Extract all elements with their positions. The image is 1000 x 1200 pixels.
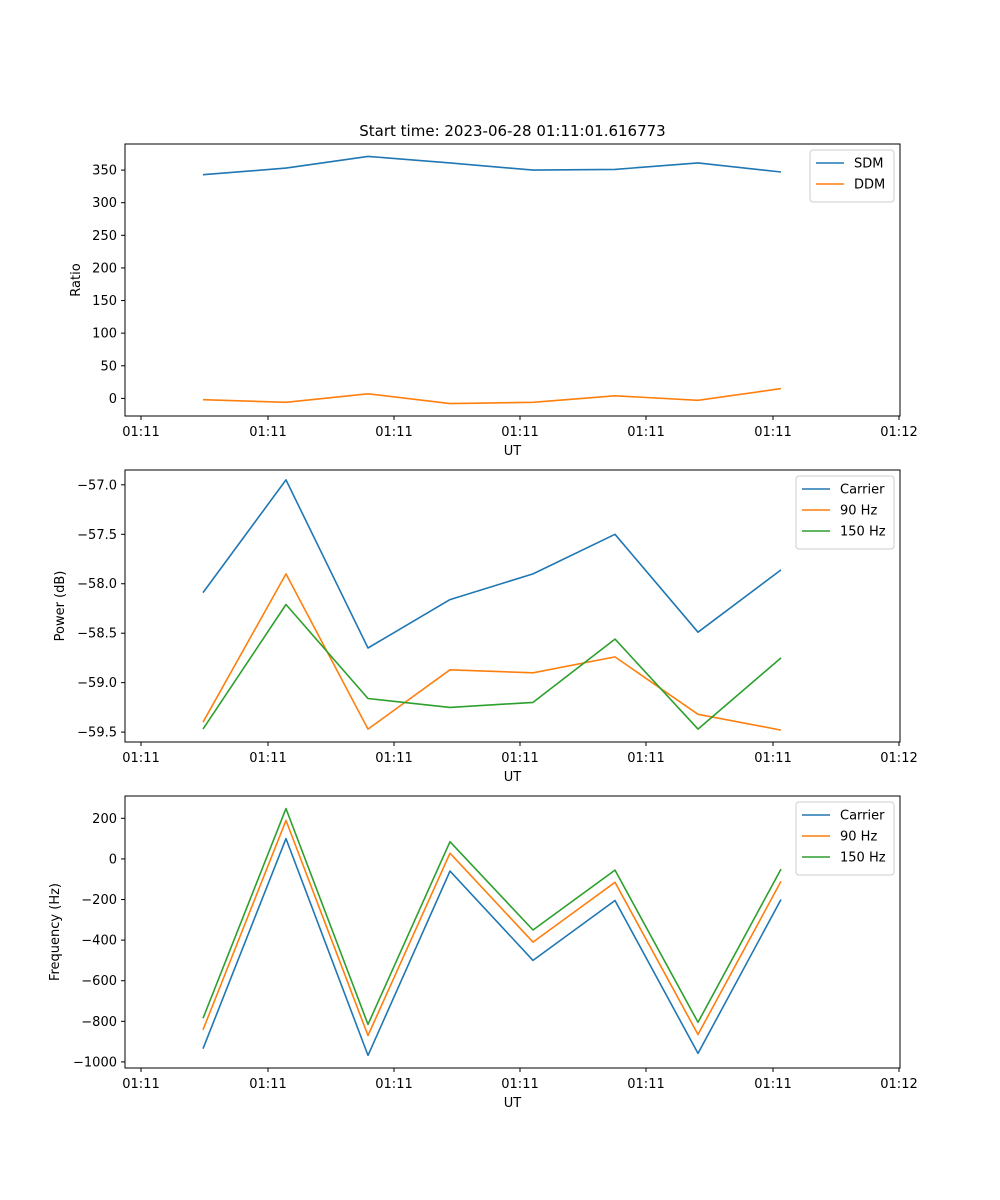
panel-2: 01:11 01:11 01:11 01:11 01:11 01:11 01:12 −59.5… <box>53 469 918 785</box>
series-line-90-hz <box>202 573 782 731</box>
legend: Carrier 90 Hz 150 Hz <box>795 475 895 550</box>
x-tick-label: 01:11 <box>754 751 791 766</box>
y-tick-label: −59.5 <box>77 726 117 741</box>
axes-frame <box>124 795 901 1069</box>
x-tick-label: 01:11 <box>375 425 412 440</box>
y-tick-label: 200 <box>92 812 117 827</box>
legend-entry-label: Carrier <box>840 483 885 498</box>
y-tick-label: −59.0 <box>77 676 117 691</box>
y-tick-label: 50 <box>100 359 117 374</box>
y-tick-label: −400 <box>81 934 117 949</box>
x-tick-label: 01:11 <box>249 425 286 440</box>
x-tick-label: 01:11 <box>627 1077 664 1092</box>
series-line-150-hz <box>202 807 782 1026</box>
legend-entry-label: Carrier <box>840 809 885 824</box>
legend-entry-label: 90 Hz <box>840 504 877 519</box>
x-tick-label: 01:11 <box>375 751 412 766</box>
x-tick-label: 01:11 <box>501 751 538 766</box>
y-tick-label: 250 <box>92 229 117 244</box>
y-tick-label: 200 <box>92 261 117 276</box>
x-tick-label: 01:11 <box>122 425 159 440</box>
chart-title: Start time: 2023-06-28 01:11:01.616773 <box>359 122 665 140</box>
series-line-carrier <box>202 837 782 1057</box>
legend-entry-label: 150 Hz <box>840 525 886 540</box>
series-line-carrier <box>202 479 782 649</box>
y-tick-label: −800 <box>81 1015 117 1030</box>
y-tick-label: 0 <box>109 392 117 407</box>
x-axis-label: UT <box>504 444 522 459</box>
x-tick-label: 01:11 <box>754 1077 791 1092</box>
y-tick-label: −58.0 <box>77 577 117 592</box>
x-tick-label: 01:11 <box>122 1077 159 1092</box>
y-axis-label: Frequency (Hz) <box>48 883 63 981</box>
axes-frame <box>124 469 901 743</box>
x-tick-label: 01:11 <box>249 1077 286 1092</box>
y-tick-label: −600 <box>81 974 117 989</box>
panel-3: 01:11 01:11 01:11 01:11 01:11 01:11 01:12 −1000… <box>48 795 918 1111</box>
legend-entry-label: 150 Hz <box>840 851 886 866</box>
y-tick-label: −57.0 <box>77 478 117 493</box>
x-tick-label: 01:11 <box>501 425 538 440</box>
y-tick-label: 350 <box>92 164 117 179</box>
x-tick-label: 01:11 <box>627 425 664 440</box>
panel-1: 01:11 01:11 01:11 01:11 01:11 01:11 01:12 0 50 10… <box>69 143 918 459</box>
axes-frame <box>124 143 901 417</box>
x-tick-label: 01:11 <box>754 425 791 440</box>
x-tick-label: 01:11 <box>122 751 159 766</box>
legend-entry-label: 90 Hz <box>840 830 877 845</box>
series-line-sdm <box>202 155 782 176</box>
x-tick-label: 01:12 <box>880 1077 917 1092</box>
series-line-ddm <box>202 387 782 405</box>
x-tick-label: 01:11 <box>375 1077 412 1092</box>
legend: Carrier 90 Hz 150 Hz <box>795 801 895 876</box>
x-tick-label: 01:12 <box>880 751 917 766</box>
legend-entry-label: SDM <box>854 157 883 172</box>
x-axis-label: UT <box>504 770 522 785</box>
y-tick-label: 0 <box>109 852 117 867</box>
y-tick-label: 300 <box>92 196 117 211</box>
series-line-150-hz <box>202 603 782 730</box>
legend-entry-label: DDM <box>854 178 885 193</box>
y-tick-label: −200 <box>81 893 117 908</box>
y-axis-label: Power (dB) <box>53 571 68 642</box>
y-tick-label: 100 <box>92 327 117 342</box>
y-axis-label: Ratio <box>69 263 84 296</box>
x-tick-label: 01:12 <box>880 425 917 440</box>
y-tick-label: −58.5 <box>77 627 117 642</box>
x-axis-label: UT <box>504 1096 522 1111</box>
y-tick-label: −57.5 <box>77 528 117 543</box>
legend: SDM DDM <box>809 149 895 203</box>
x-tick-label: 01:11 <box>249 751 286 766</box>
y-tick-label: −1000 <box>73 1055 117 1070</box>
x-tick-label: 01:11 <box>501 1077 538 1092</box>
x-tick-label: 01:11 <box>627 751 664 766</box>
y-tick-label: 150 <box>92 294 117 309</box>
series-line-90-hz <box>202 819 782 1037</box>
